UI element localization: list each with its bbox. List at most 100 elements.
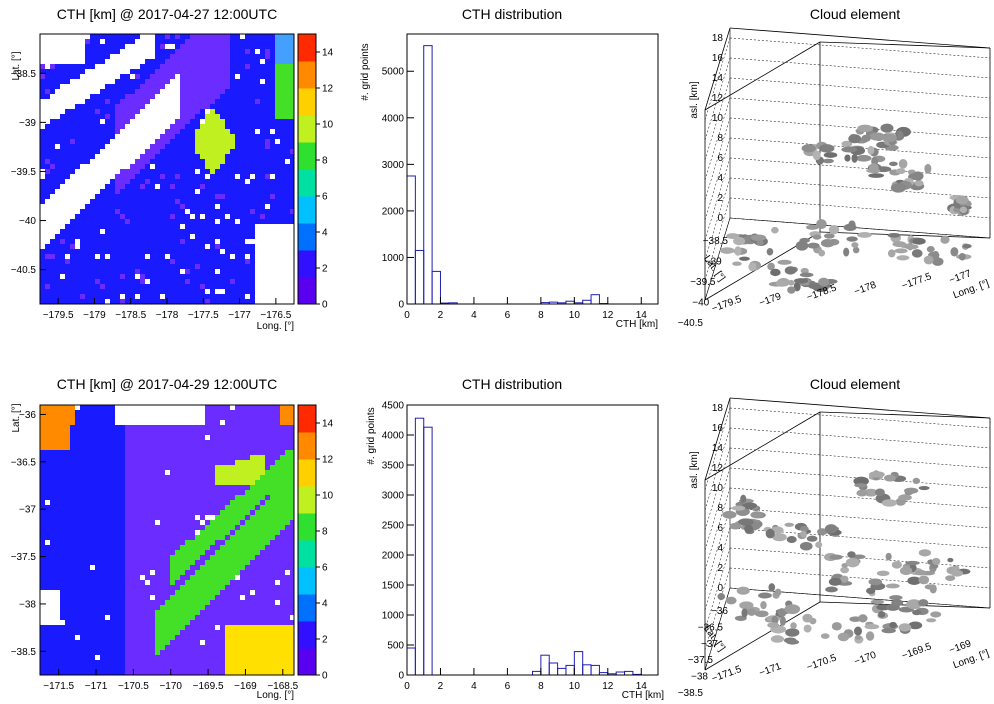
map-cell [60,74,65,79]
cloud-surface-patch [829,225,839,234]
map-cell [185,69,190,74]
map-cell [225,425,230,430]
map-cell [235,244,240,249]
map-cell [235,209,240,214]
map-cell [275,64,280,69]
map-cell [140,440,145,445]
map-cell [230,249,235,254]
map-cell [50,294,55,299]
map-cell [105,254,110,259]
map-cell [170,124,175,129]
map-cell [75,540,80,545]
map-cell [175,119,180,124]
map-cell [145,545,150,550]
cloud-surface-patch [739,257,750,261]
map-cell [200,415,205,420]
map-cell [145,204,150,209]
map-cell [95,470,100,475]
map-cell [275,425,280,430]
map-cell [290,525,295,530]
map-cell [235,44,240,49]
map-cell [205,209,210,214]
map-cell [250,570,255,575]
map-cell [90,490,95,495]
map-cell [90,475,95,480]
map-cell [155,455,160,460]
map-cell [260,54,265,59]
map-cell [170,430,175,435]
map-cell [240,490,245,495]
map-cell [85,445,90,450]
map-cell [205,264,210,269]
map-cell [60,425,65,430]
map-cell [140,199,145,204]
map-cell [110,79,115,84]
map-cell [90,174,95,179]
map-cell [100,234,105,239]
map-cell [150,520,155,525]
map-cell [125,174,130,179]
map-cell [90,445,95,450]
map-cell [95,425,100,430]
map-cell [90,114,95,119]
map-cell [175,254,180,259]
map-cell [265,475,270,480]
map-cell [240,234,245,239]
map-cell [125,119,130,124]
map-cell [45,490,50,495]
map-cell [90,164,95,169]
map-cell [185,279,190,284]
map-cell [85,249,90,254]
map-cell [105,204,110,209]
map-cell [220,179,225,184]
map-cell [215,445,220,450]
map-cell [155,64,160,69]
map-cell [235,84,240,89]
map-cell [225,450,230,455]
map-cell [170,64,175,69]
map-cell [230,239,235,244]
map-cell [260,575,265,580]
map-cell [145,420,150,425]
map-cell [265,445,270,450]
map-cell [155,44,160,49]
map-cell [65,204,70,209]
map-cell [55,490,60,495]
map-cell [215,515,220,520]
map-cell [80,560,85,565]
map-cell [245,194,250,199]
map-cell [145,74,150,79]
map-cell [50,590,55,595]
map-cell [165,174,170,179]
map-cell [205,144,210,149]
map-cell [285,555,290,560]
map-cell [130,54,135,59]
map-cell [70,575,75,580]
map-cell [215,219,220,224]
map-cell [230,194,235,199]
map-cell [275,194,280,199]
map-cell [270,104,275,109]
map-cell [255,164,260,169]
map-cell [105,239,110,244]
map-cell [220,450,225,455]
map-cell [235,555,240,560]
map-cell [150,84,155,89]
map-cell [160,149,165,154]
map-cell [165,189,170,194]
map-cell [65,435,70,440]
map-cell [125,515,130,520]
map-cell [80,505,85,510]
map-cell [75,289,80,294]
map-cell [165,455,170,460]
map-cell [85,199,90,204]
map-cell [265,279,270,284]
map-cell [130,129,135,134]
map-cell [205,415,210,420]
map-cell [115,535,120,540]
map-cell [140,39,145,44]
map-xtick-label: −177 [228,310,251,321]
map-cell [125,525,130,530]
map-cell [250,54,255,59]
map-cell [285,74,290,79]
